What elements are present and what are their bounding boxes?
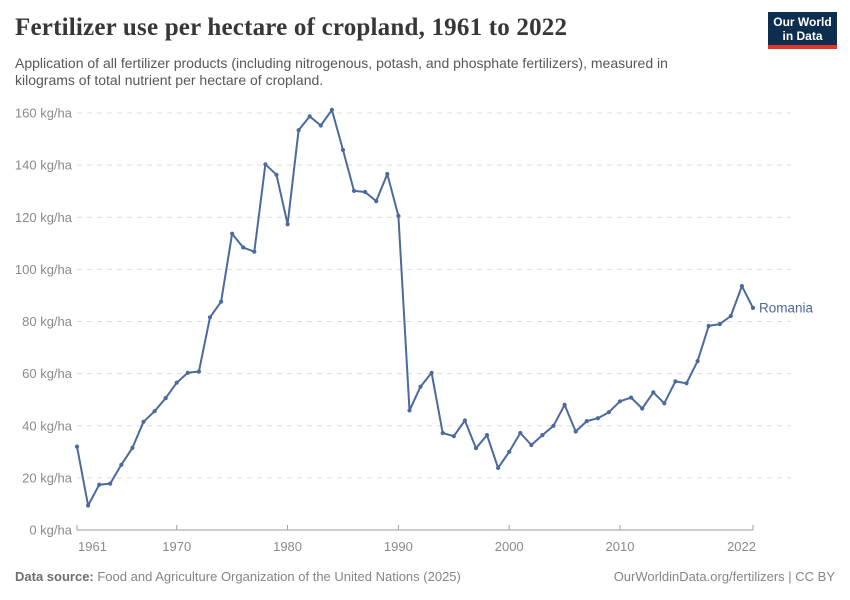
data-point-1998 xyxy=(484,433,490,438)
data-point-1982 xyxy=(307,114,312,119)
data-point-1981 xyxy=(296,128,301,133)
data-point-1994 xyxy=(440,430,445,436)
data-point-2006 xyxy=(573,429,578,434)
data-point-1972 xyxy=(196,369,201,374)
data-point-1997 xyxy=(473,446,479,451)
data-point-1969 xyxy=(163,396,168,401)
data-point-2015 xyxy=(673,379,678,384)
data-point-2008 xyxy=(595,416,601,421)
data-source: Data source: Food and Agriculture Organi… xyxy=(15,569,461,584)
data-point-1975 xyxy=(230,231,235,236)
data-point-2009 xyxy=(606,410,612,415)
data-point-2021 xyxy=(739,284,745,289)
data-source-text: Food and Agriculture Organization of the… xyxy=(93,569,461,584)
y-tick-label-20: 20 kg/ha xyxy=(22,470,73,485)
data-point-2002 xyxy=(529,442,534,448)
data-point-1999 xyxy=(496,465,501,471)
y-tick-label-140: 140 kg/ha xyxy=(15,158,73,173)
data-point-2019 xyxy=(717,322,722,327)
x-tick-label-2010: 2010 xyxy=(606,539,635,554)
data-point-1995 xyxy=(451,434,456,439)
data-point-2022 xyxy=(750,305,756,310)
data-point-1979 xyxy=(274,172,279,177)
owid-logo[interactable]: Our World in Data xyxy=(768,12,837,49)
data-point-1970 xyxy=(174,380,179,385)
x-tick-label-1961: 1961 xyxy=(78,539,107,554)
data-point-1963 xyxy=(97,482,102,487)
data-point-1964 xyxy=(108,481,113,486)
series-label-romania[interactable]: Romania xyxy=(759,300,814,315)
data-point-1987 xyxy=(363,189,368,195)
x-tick-label-1970: 1970 xyxy=(162,539,191,554)
data-point-2010 xyxy=(617,399,623,404)
data-point-1989 xyxy=(385,171,390,177)
data-point-2013 xyxy=(651,390,656,395)
data-point-1991 xyxy=(407,408,412,413)
data-point-2018 xyxy=(706,323,711,328)
data-point-1962 xyxy=(86,503,91,508)
data-point-2007 xyxy=(584,419,589,424)
data-point-1978 xyxy=(263,162,268,167)
data-point-1993 xyxy=(429,370,434,375)
y-tick-label-80: 80 kg/ha xyxy=(22,314,73,329)
y-tick-label-40: 40 kg/ha xyxy=(22,418,73,433)
x-tick-label-1990: 1990 xyxy=(384,539,413,554)
data-point-1974 xyxy=(219,299,224,304)
x-tick-label-1980: 1980 xyxy=(273,539,302,554)
data-point-2001 xyxy=(518,430,523,436)
data-point-1968 xyxy=(152,409,157,414)
y-tick-label-100: 100 kg/ha xyxy=(15,262,73,277)
owid-logo-line1: Our World xyxy=(773,14,832,29)
data-line-romania xyxy=(76,108,754,507)
data-point-1961 xyxy=(74,444,80,449)
data-point-2014 xyxy=(662,401,667,406)
x-tick-label-2022: 2022 xyxy=(727,539,756,554)
data-point-2004 xyxy=(551,423,556,428)
data-point-1985 xyxy=(340,147,346,153)
data-point-2005 xyxy=(562,402,567,407)
data-point-1992 xyxy=(418,384,423,389)
data-point-1980 xyxy=(285,222,290,227)
y-tick-label-120: 120 kg/ha xyxy=(15,210,73,225)
data-point-2020 xyxy=(728,313,733,319)
data-point-1971 xyxy=(185,370,190,375)
data-point-2012 xyxy=(640,406,645,411)
y-tick-label-0: 0 kg/ha xyxy=(29,523,72,538)
data-point-1984 xyxy=(329,107,334,112)
data-point-1976 xyxy=(241,245,246,250)
data-point-2016 xyxy=(684,381,689,386)
data-point-1977 xyxy=(252,249,257,254)
data-point-1973 xyxy=(207,315,213,320)
data-point-1983 xyxy=(318,123,323,128)
chart-subtitle: Application of all fertilizer products (… xyxy=(15,55,668,88)
data-point-1966 xyxy=(130,445,135,450)
y-tick-label-60: 60 kg/ha xyxy=(22,366,73,381)
y-tick-label-160: 160 kg/ha xyxy=(15,106,73,121)
data-source-label: Data source: xyxy=(15,569,94,584)
data-point-1996 xyxy=(462,418,467,423)
data-point-2017 xyxy=(695,359,700,364)
data-point-1988 xyxy=(374,199,379,204)
x-tick-label-2000: 2000 xyxy=(495,539,524,554)
page-title: Fertilizer use per hectare of cropland, … xyxy=(15,14,568,41)
data-point-1990 xyxy=(396,213,401,218)
data-point-2003 xyxy=(540,433,545,438)
data-point-1986 xyxy=(351,188,357,193)
footer-citation-link[interactable]: OurWorldinData.org/fertilizers | CC BY xyxy=(613,569,835,584)
data-point-1965 xyxy=(119,462,124,467)
data-point-1967 xyxy=(141,419,146,424)
owid-logo-line2: in Data xyxy=(782,28,823,43)
data-point-2011 xyxy=(629,395,634,400)
data-point-2000 xyxy=(507,449,512,454)
